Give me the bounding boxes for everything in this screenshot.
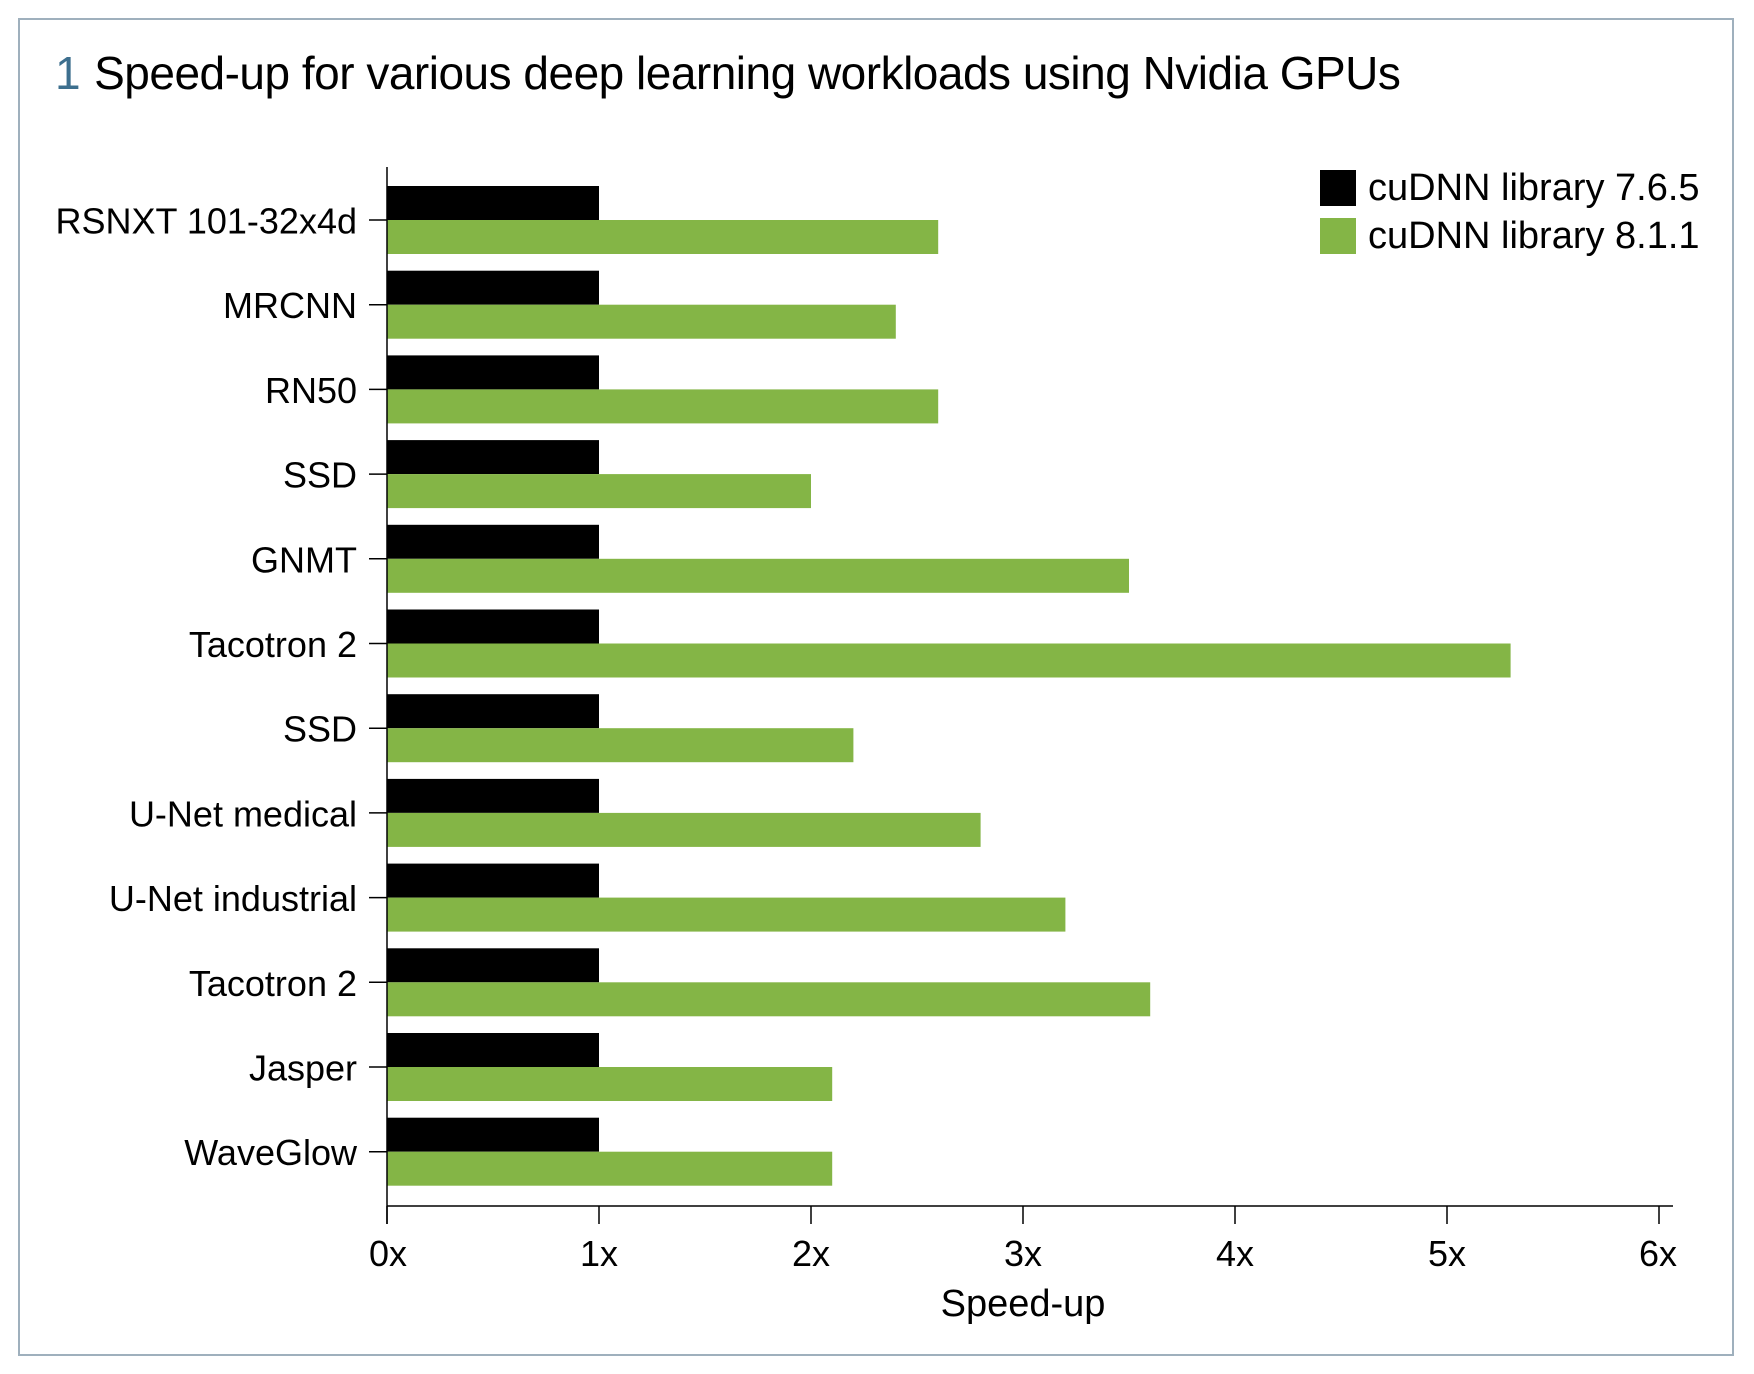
bar-cudnn-765-7 (387, 778, 599, 813)
bar-cudnn-811-11 (387, 1151, 833, 1186)
figure-title: 1 Speed-up for various deep learning work… (55, 46, 1401, 100)
bar-cudnn-765-0 (387, 186, 599, 220)
x-tick-label-5: 5x (1428, 1233, 1466, 1274)
category-label-6: SSD (283, 709, 357, 750)
bars-layer (387, 186, 1511, 1186)
bar-cudnn-765-5 (387, 609, 599, 644)
x-tick-label-2: 2x (792, 1233, 830, 1274)
legend-swatch-0 (1320, 170, 1356, 206)
bar-cudnn-765-11 (387, 1117, 599, 1152)
x-axis-title: Speed-up (941, 1283, 1106, 1325)
bar-cudnn-765-8 (387, 863, 599, 898)
x-tick-label-1: 1x (580, 1233, 618, 1274)
bar-cudnn-765-3 (387, 440, 599, 475)
bar-cudnn-811-8 (387, 897, 1066, 932)
category-label-8: U-Net industrial (109, 878, 357, 919)
bar-cudnn-765-9 (387, 948, 599, 983)
bar-cudnn-811-9 (387, 982, 1151, 1017)
legend: cuDNN library 7.6.5 cuDNN library 8.1.1 (1320, 167, 1700, 257)
bar-cudnn-765-1 (387, 270, 599, 305)
legend-swatch-1 (1320, 218, 1356, 254)
legend-label-1: cuDNN library 8.1.1 (1368, 215, 1700, 257)
category-label-2: RN50 (265, 370, 357, 411)
category-label-3: SSD (283, 455, 357, 496)
bar-cudnn-811-2 (387, 389, 939, 424)
bar-cudnn-811-7 (387, 812, 981, 847)
x-tick-label-6: 6x (1639, 1233, 1677, 1274)
category-label-5: Tacotron 2 (189, 624, 357, 665)
category-label-10: Jasper (249, 1048, 357, 1089)
bar-cudnn-811-0 (387, 220, 939, 254)
bar-cudnn-811-6 (387, 728, 854, 763)
axes-layer (369, 167, 1673, 1224)
labels-layer: RSNXT 101-32x4d MRCNN RN50 SSD GNMT Tacotron … (56, 201, 1678, 1325)
bar-cudnn-765-10 (387, 1033, 599, 1067)
category-label-9: Tacotron 2 (189, 963, 357, 1004)
category-label-11: WaveGlow (184, 1132, 358, 1173)
legend-label-0: cuDNN library 7.6.5 (1368, 167, 1700, 209)
category-label-0: RSNXT 101-32x4d (56, 201, 358, 242)
x-tick-label-3: 3x (1004, 1233, 1042, 1274)
category-label-7: U-Net medical (129, 793, 357, 834)
x-tick-label-4: 4x (1216, 1233, 1254, 1274)
bar-cudnn-765-2 (387, 355, 599, 390)
figure-number: 1 (55, 47, 81, 99)
figure-title-text: Speed-up for various deep learning workl… (94, 47, 1401, 99)
bar-cudnn-811-1 (387, 304, 896, 339)
category-label-4: GNMT (251, 539, 357, 580)
x-tick-label-0: 0x (369, 1233, 407, 1274)
bar-cudnn-765-4 (387, 524, 599, 559)
bar-cudnn-765-6 (387, 694, 599, 729)
category-label-1: MRCNN (223, 285, 357, 326)
bar-cudnn-811-10 (387, 1067, 833, 1101)
bar-cudnn-811-3 (387, 474, 811, 509)
bar-cudnn-811-5 (387, 643, 1511, 678)
bar-cudnn-811-4 (387, 558, 1129, 593)
